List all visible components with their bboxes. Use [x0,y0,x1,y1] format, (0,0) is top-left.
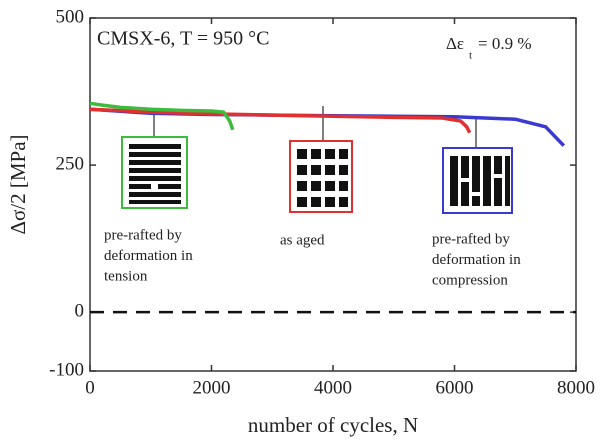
inset-compression [442,116,513,214]
strain-value: = 0.9 % [478,34,532,53]
series-line [89,107,472,134]
series-line [89,101,235,131]
annotation-text: deformation in [432,252,521,268]
chart-title: CMSX-6, T = 950 °C [97,28,269,50]
x-tick-label: 4000 [314,377,352,398]
x-tick-label: 2000 [193,377,231,398]
y-tick-label: -100 [49,359,84,380]
strain-symbol: Δε [446,34,464,53]
inset-as-aged [289,106,353,213]
y-axis-label: Δσ/2 [MPa] [6,134,30,234]
x-axis-label: number of cycles, N [248,413,418,437]
y-tick-label: 500 [56,6,85,27]
annotation-text: deformation in [104,248,193,264]
y-tick-label: 250 [56,153,85,174]
annotation-text: as aged [280,232,325,248]
y-tick-label: 0 [75,301,85,322]
x-tick-label: 0 [85,377,95,398]
annotation-text: pre-rafted by [432,231,510,247]
annotation-text: compression [432,272,508,288]
x-tick-label: 8000 [557,377,595,398]
annotation-text: tension [104,268,148,284]
strain-subscript: t [469,50,472,62]
annotation-text: pre-rafted by [104,227,182,243]
inset-tension [121,112,188,209]
x-tick-label: 6000 [436,377,474,398]
